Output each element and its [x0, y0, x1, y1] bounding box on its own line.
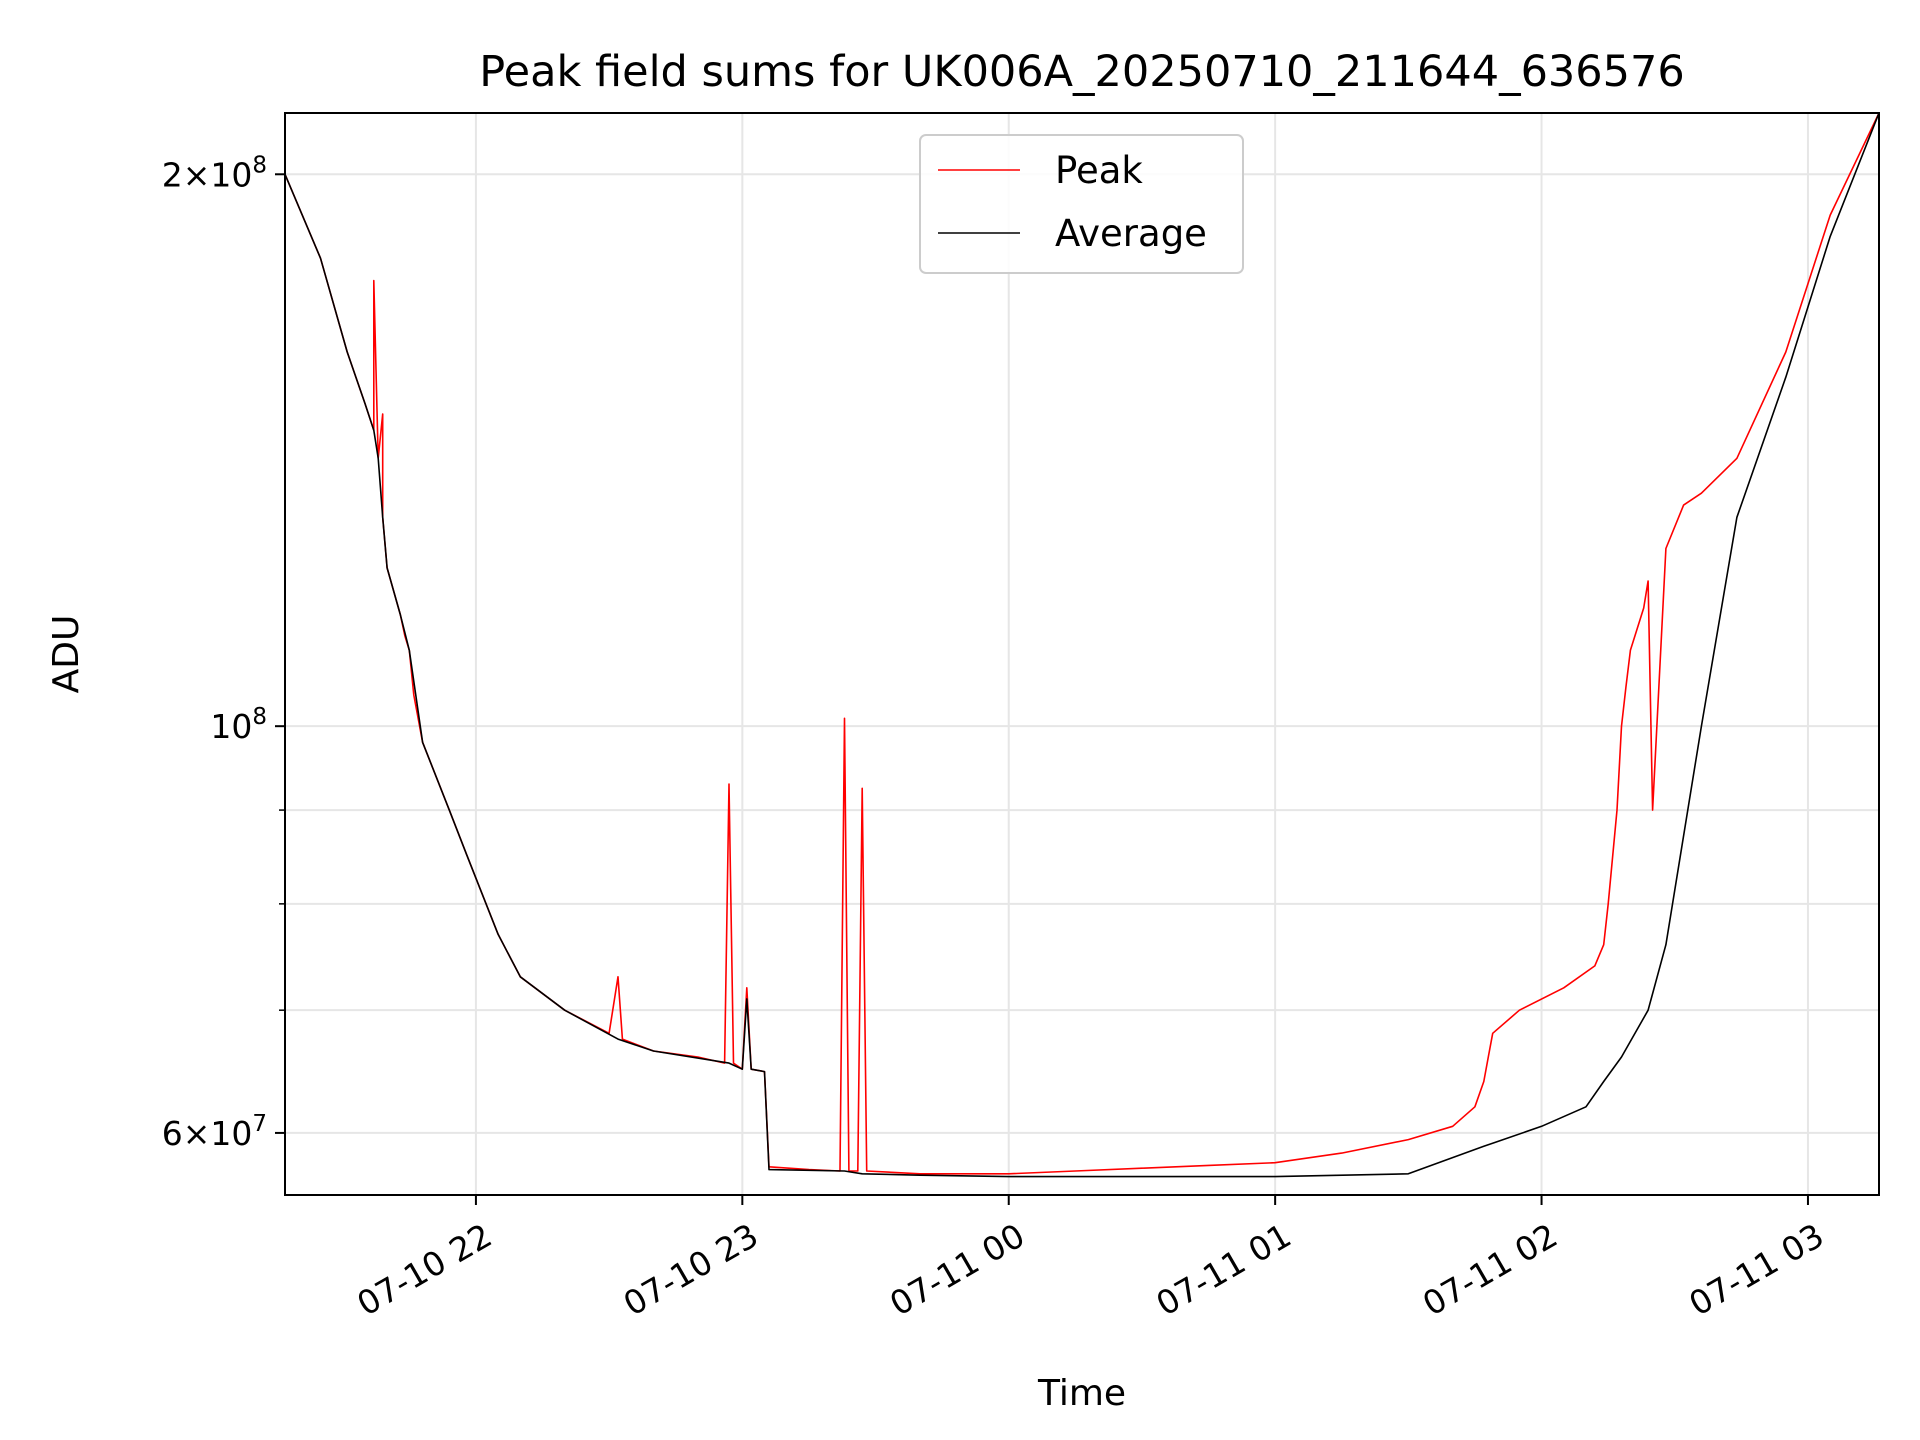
y-tick-label: 6×107: [162, 1111, 267, 1153]
series-line-average: [285, 113, 1879, 1178]
legend-label-peak: Peak: [1055, 149, 1143, 192]
plot-frame: [284, 112, 1880, 1196]
x-axis-label: Time: [1037, 1373, 1126, 1414]
series-layer: [285, 113, 1879, 1178]
y-tick-label: 108: [210, 704, 267, 746]
legend: Peak Average: [919, 134, 1244, 274]
y-tick-label: 2×108: [162, 152, 267, 194]
y-axis-label: ADU: [46, 615, 87, 694]
legend-label-average: Average: [1055, 212, 1207, 255]
grid: [285, 113, 1879, 1195]
chart-title: Peak field sums for UK006A_20250710_2116…: [479, 47, 1684, 97]
